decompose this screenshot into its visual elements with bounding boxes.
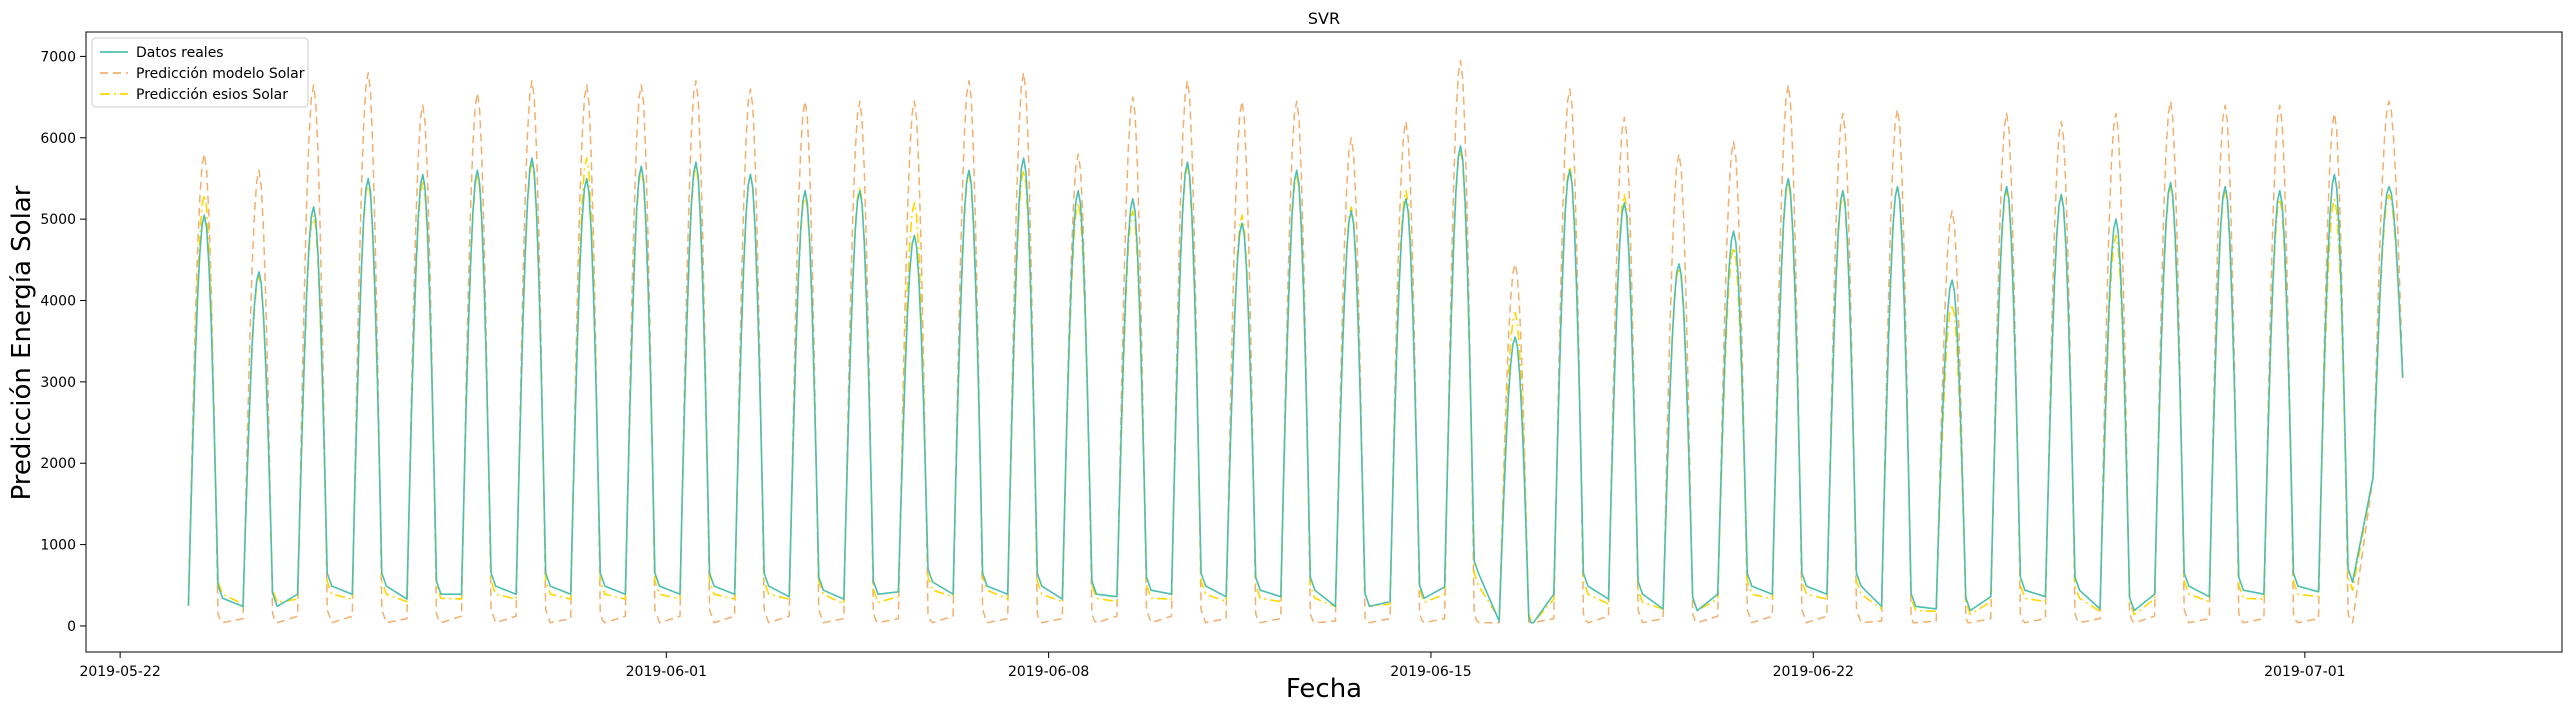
legend: Datos reales Predicción modelo Solar Predi… [91, 37, 309, 108]
y-tick-label: 0 [67, 619, 76, 635]
legend-label: Predicción modelo Solar [136, 66, 305, 82]
x-tick-label: 2019-07-01 [2264, 664, 2345, 680]
x-tick-label: 2019-06-08 [1008, 664, 1089, 680]
series-line-predicci-n-modelo-solar [187, 59, 2404, 624]
x-tick-label: 2019-05-22 [79, 664, 160, 680]
y-tick-label: 6000 [40, 131, 76, 147]
plot-frame [85, 31, 2563, 653]
y-tick-label: 1000 [40, 538, 76, 554]
x-axis-title: Fecha [1286, 674, 1362, 704]
y-tick-label: 3000 [40, 375, 76, 391]
y-tick-label: 7000 [40, 49, 76, 65]
x-tick-label: 2019-06-01 [626, 664, 707, 680]
x-tick-label: 2019-06-22 [1773, 664, 1854, 680]
axes: 0 1000 2000 3000 4000 5000 6000 7000 2019-05-22 2… [40, 49, 2345, 680]
series-line-datos-reales [187, 145, 2404, 624]
y-tick-label: 4000 [40, 294, 76, 310]
y-tick-label: 2000 [40, 456, 76, 472]
x-tick-label: 2019-06-15 [1390, 664, 1471, 680]
legend-box [91, 37, 309, 108]
y-tick-label: 5000 [40, 212, 76, 228]
legend-label: Predicción esios Solar [136, 87, 288, 103]
legend-label: Datos reales [136, 45, 224, 61]
plot-area [85, 31, 2563, 653]
y-axis-title: Predicción Energía Solar [7, 185, 37, 500]
chart-title: SVR [1308, 9, 1340, 28]
